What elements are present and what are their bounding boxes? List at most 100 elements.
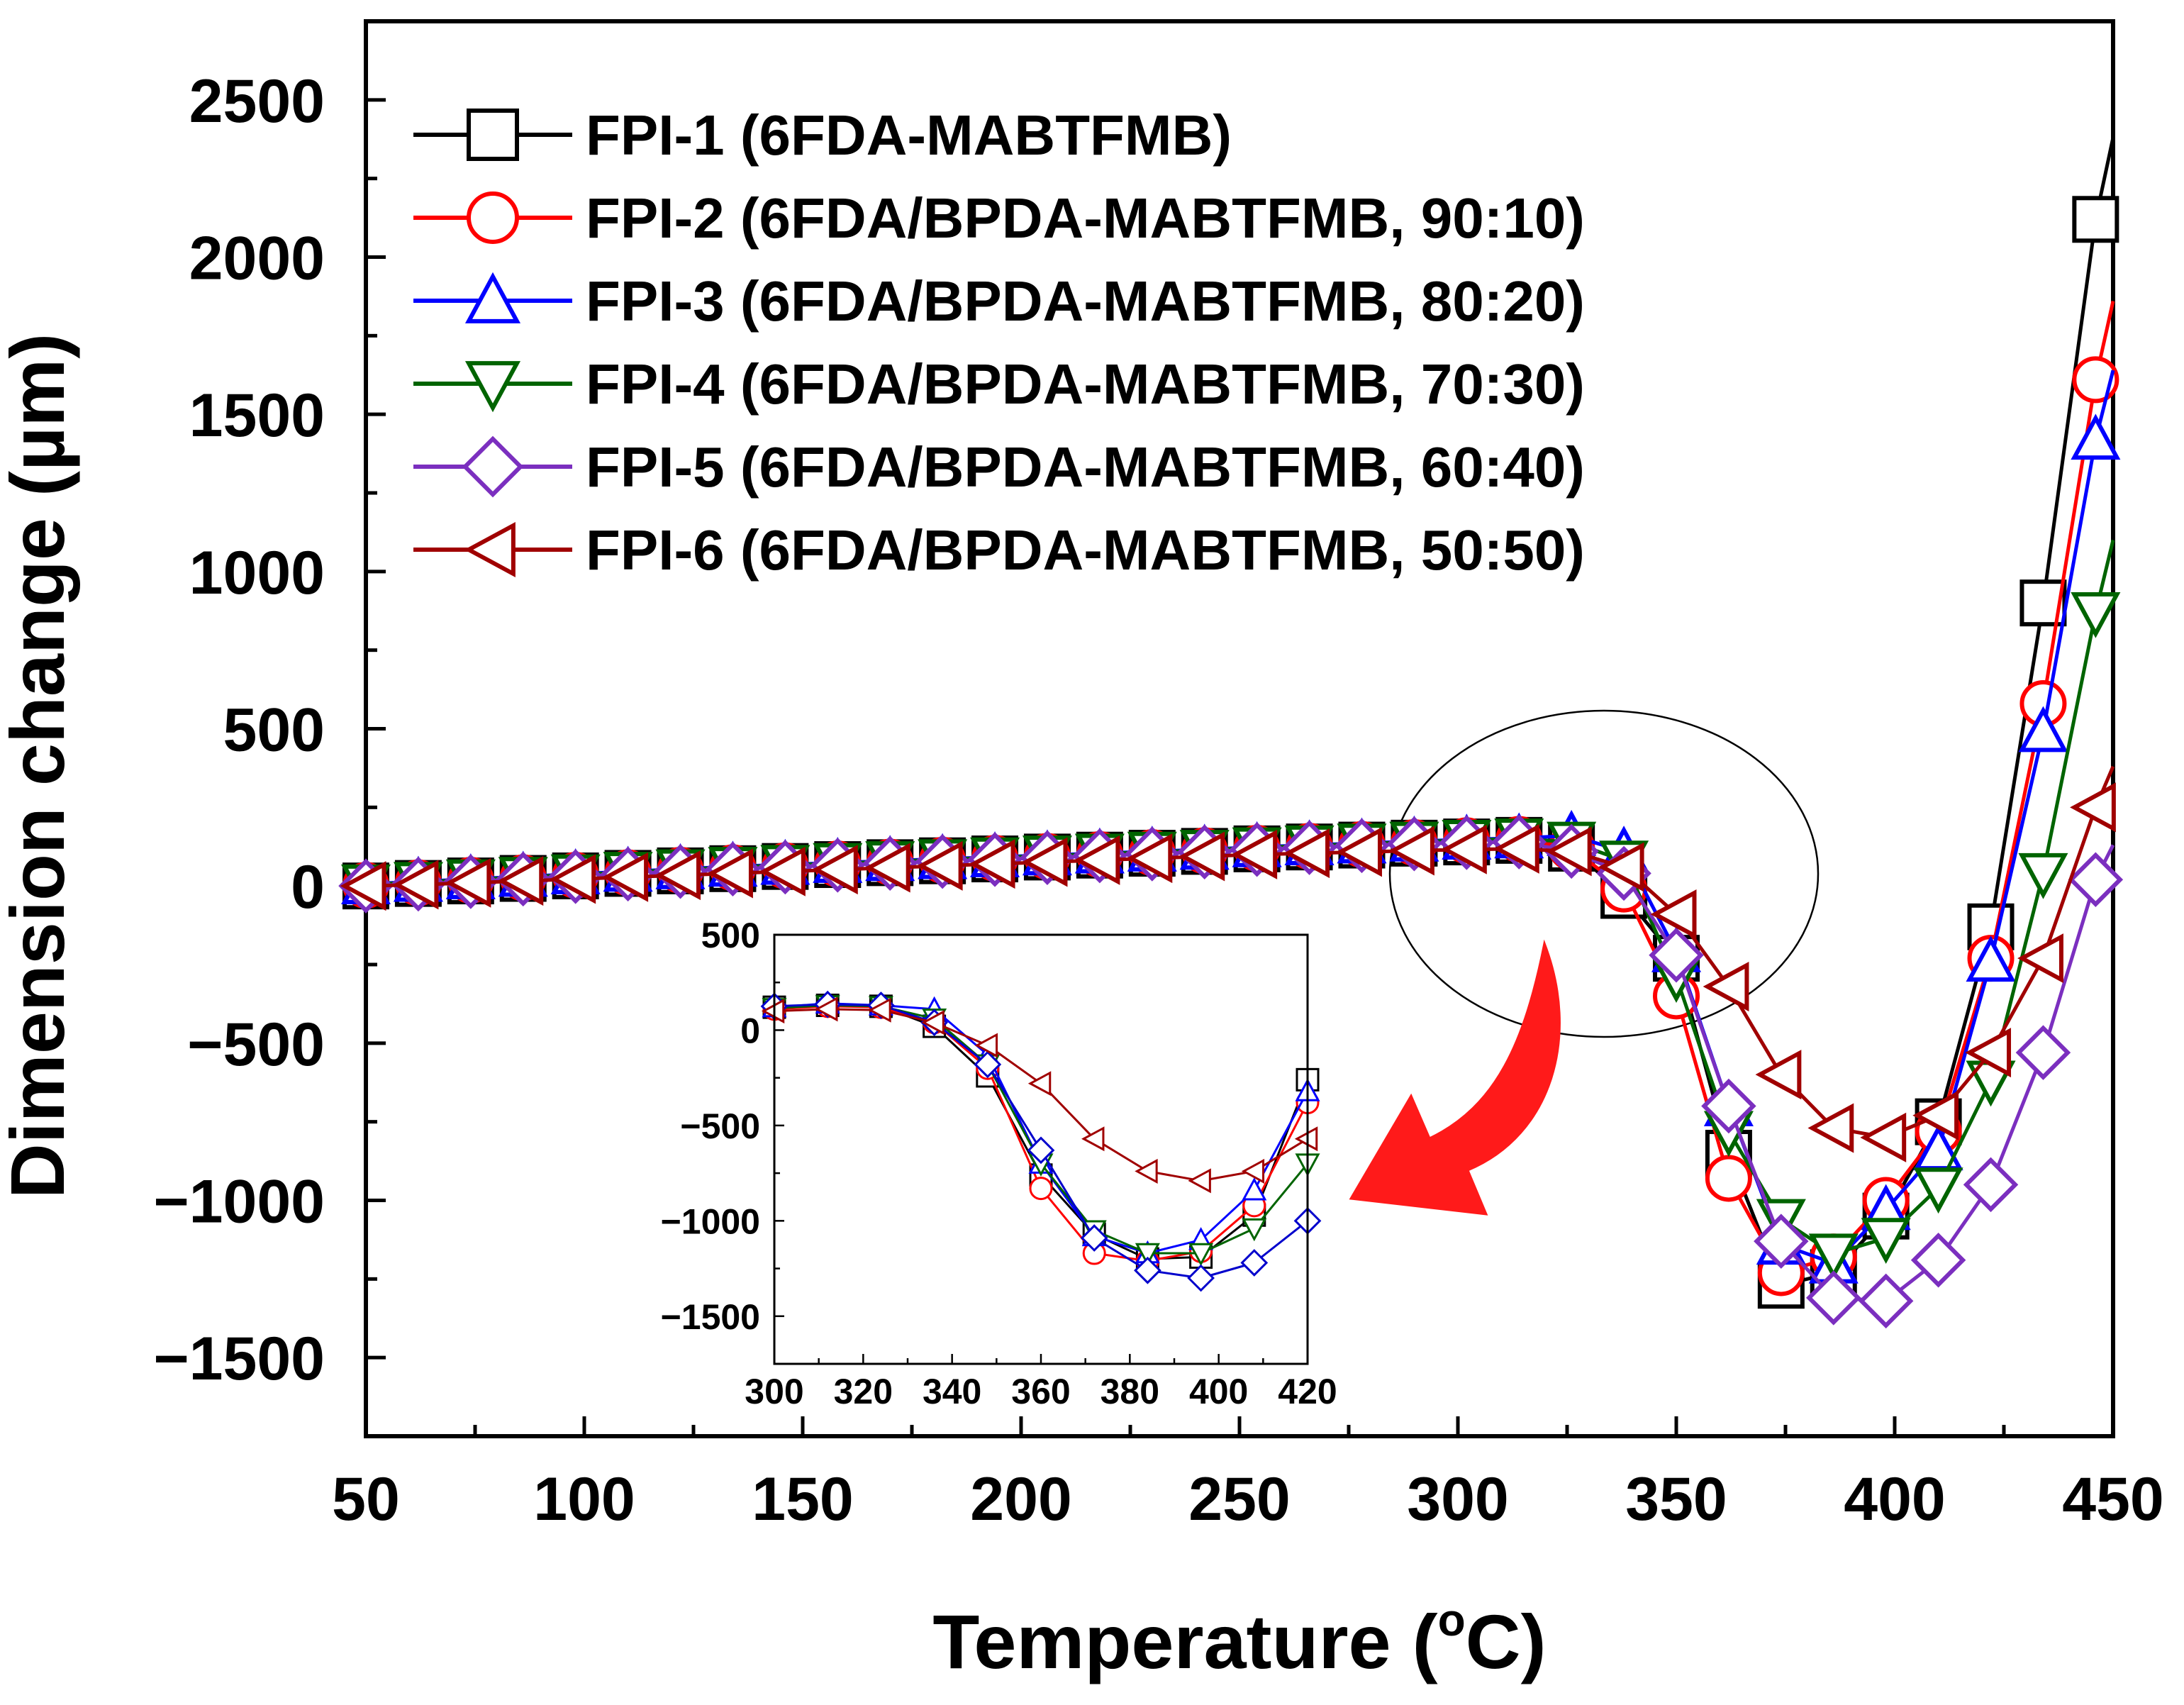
y-tick-label: 0 (740, 1011, 760, 1050)
legend-item: FPI-2 (6FDA/BPDA-MABTFMB, 90:10) (413, 187, 1585, 250)
legend-label: FPI-6 (6FDA/BPDA-MABTFMB, 50:50) (586, 518, 1585, 582)
y-tick-label: −500 (187, 1011, 325, 1079)
inset-frame (773, 933, 1309, 1365)
inset-ticks: 300 320 340 360 380 400 420 −1500 −1000 −500 0 500 (661, 916, 1337, 1411)
data-point (864, 843, 910, 893)
x-tick-label: 320 (834, 1372, 893, 1411)
data-point (1021, 837, 1068, 887)
data-point (1135, 1243, 1160, 1267)
x-tick-label: 300 (1407, 1465, 1509, 1533)
data-point (2017, 933, 2063, 984)
x-tick-label: 250 (1188, 1465, 1291, 1533)
legend-label: FPI-3 (6FDA/BPDA-MABTFMB, 80:20) (586, 270, 1585, 333)
data-point (1081, 1126, 1105, 1152)
legend-marker (467, 191, 519, 244)
y-axis-title: Dimension change (µm) (0, 333, 80, 1199)
x-tick-label: 300 (745, 1372, 803, 1411)
data-point (2071, 413, 2121, 460)
y-tick-label: 1000 (189, 539, 325, 607)
y-tick-label: 500 (701, 916, 760, 955)
y-tick-label: 2000 (189, 224, 325, 292)
x-tick-label: 350 (1625, 1465, 1727, 1533)
data-point (868, 997, 891, 1023)
data-point (1860, 1112, 1907, 1162)
data-point (497, 856, 544, 906)
data-point (1965, 1028, 2012, 1078)
data-point (1858, 1273, 1914, 1329)
y-tick-label: −1500 (661, 1297, 760, 1337)
data-point (974, 1033, 998, 1058)
legend-marker (462, 435, 524, 498)
x-tick-label: 400 (1189, 1372, 1248, 1411)
x-tick-label: 380 (1101, 1372, 1159, 1411)
data-point (2015, 1025, 2071, 1080)
data-point (340, 861, 386, 911)
data-point (1703, 962, 1749, 1012)
data-point (1649, 927, 1704, 983)
data-point (1241, 1158, 1265, 1184)
data-point (1598, 842, 1644, 892)
annotation (1349, 709, 1820, 1216)
data-point (654, 850, 701, 901)
legend-label: FPI-2 (6FDA/BPDA-MABTFMB, 90:10) (586, 187, 1585, 250)
x-tick-label: 340 (923, 1372, 981, 1411)
data-point (1336, 827, 1382, 877)
data-point (1231, 829, 1278, 879)
data-point (1179, 831, 1225, 882)
legend-marker (464, 272, 521, 323)
legend-marker (467, 109, 519, 161)
y-tick-label: 0 (291, 853, 325, 921)
x-axis-title-end: C) (1466, 1599, 1547, 1684)
legend: FPI-1 (6FDA-MABTFMB) FPI-2 (6FDA/BPDA-MAB… (413, 104, 1585, 582)
data-point (1650, 889, 1697, 940)
x-tick-label: 450 (2062, 1465, 2164, 1533)
legend-item: FPI-5 (6FDA/BPDA-MABTFMB, 60:40) (413, 435, 1585, 499)
data-point (1134, 1256, 1161, 1284)
legend-marker (464, 521, 516, 578)
data-point (974, 1050, 1002, 1079)
x-axis-title-main: Temperature ( (932, 1599, 1437, 1684)
data-point (1913, 1167, 1963, 1214)
x-axis-title: Temperature (oC) (932, 1594, 1546, 1684)
data-point (1242, 1218, 1267, 1242)
main-plot: 50 100 150 200 250 300 350 400 450 −1500 −1000 −500… (153, 19, 2164, 1533)
data-point (916, 840, 963, 891)
data-point (1912, 1090, 1959, 1140)
x-axis-title-degree: o (1438, 1594, 1466, 1645)
inset-plot: 300 320 340 360 380 400 420 −1500 −1000 −500 0 500 (661, 916, 1337, 1411)
data-point (2018, 706, 2068, 752)
x-tick-label: 150 (752, 1465, 854, 1533)
legend-label: FPI-5 (6FDA/BPDA-MABTFMB, 60:40) (586, 435, 1585, 499)
legend-item: FPI-4 (6FDA/BPDA-MABTFMB, 70:30) (413, 352, 1585, 416)
legend-item: FPI-3 (6FDA/BPDA-MABTFMB, 80:20) (413, 270, 1585, 333)
main-ticks: 50 100 150 200 250 300 350 400 450 −1500 −1000 −500… (153, 67, 2163, 1533)
data-point (2070, 782, 2116, 833)
data-point (1135, 1158, 1158, 1184)
y-tick-label: 2500 (189, 67, 325, 135)
x-tick-label: 200 (970, 1465, 1072, 1533)
data-point (1807, 1103, 1854, 1153)
data-point (1074, 835, 1120, 885)
data-point (2068, 852, 2124, 908)
x-tick-label: 360 (1011, 1372, 1070, 1411)
data-point (759, 846, 806, 896)
data-point (811, 845, 858, 895)
data-point (1963, 1157, 2019, 1213)
data-point (1283, 828, 1330, 879)
data-point (1027, 1136, 1055, 1165)
y-tick-label: −1000 (153, 1167, 325, 1235)
data-point (1187, 1264, 1215, 1292)
y-tick-label: −1000 (661, 1201, 760, 1241)
data-point (445, 857, 491, 908)
data-point (392, 860, 439, 910)
data-point (1126, 833, 1173, 884)
data-point (969, 839, 1015, 889)
y-tick-label: −1500 (153, 1325, 325, 1393)
series-fpi-6 (340, 765, 2116, 1162)
data-point (1754, 1214, 1809, 1269)
data-point (1701, 1078, 1756, 1134)
legend-marker (464, 361, 521, 413)
data-point (707, 848, 753, 899)
data-point (1029, 1177, 1053, 1201)
